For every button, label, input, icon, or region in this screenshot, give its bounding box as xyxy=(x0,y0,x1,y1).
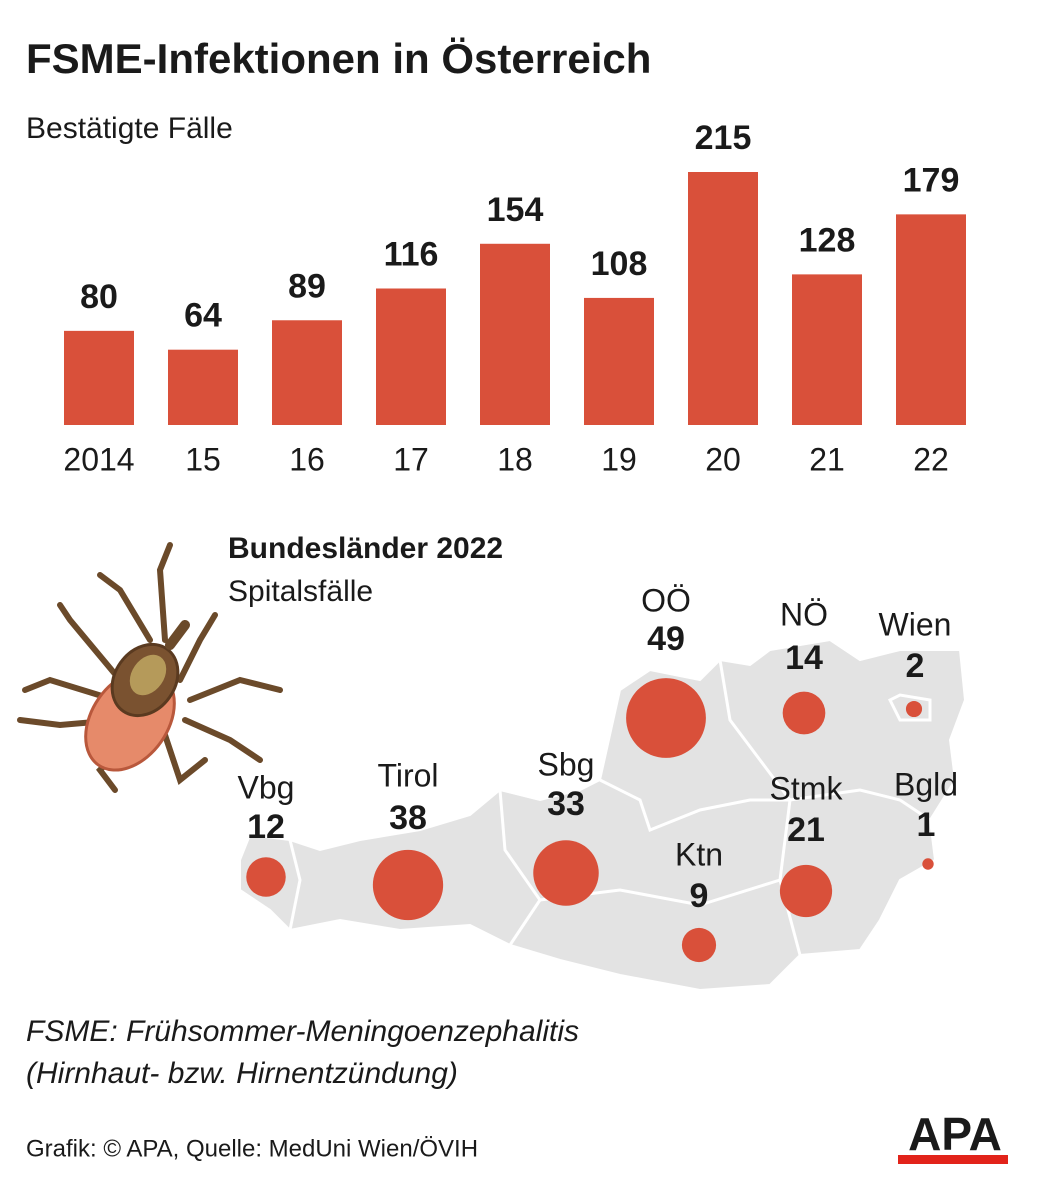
bar xyxy=(376,288,446,425)
x-tick-label: 15 xyxy=(185,441,221,477)
bar xyxy=(480,243,550,425)
austria-map xyxy=(239,638,967,992)
region-value: 9 xyxy=(690,877,709,915)
bubble xyxy=(246,857,286,897)
map-subtitle: Spitalsfälle xyxy=(228,575,373,608)
region-name: Stmk xyxy=(770,770,844,806)
bubble xyxy=(533,840,599,906)
value-label: 116 xyxy=(384,235,439,273)
region-value: 2 xyxy=(906,647,925,685)
x-tick-label: 19 xyxy=(601,441,637,477)
region-name: Sbg xyxy=(538,746,595,782)
bar xyxy=(64,330,134,425)
value-label: 154 xyxy=(487,191,544,229)
value-label: 215 xyxy=(695,119,752,157)
value-label: 108 xyxy=(591,245,648,283)
footnote: (Hirnhaut- bzw. Hirnentzündung) xyxy=(26,1057,458,1090)
bar xyxy=(688,172,758,425)
region-name: NÖ xyxy=(780,596,828,632)
value-label: 64 xyxy=(184,297,222,335)
map-title: Bundesländer 2022 xyxy=(228,532,503,565)
x-tick-label: 20 xyxy=(705,441,741,477)
value-label: 179 xyxy=(903,161,960,199)
region-value: 12 xyxy=(247,808,285,846)
region-name: Tirol xyxy=(377,757,438,793)
region-name: Vbg xyxy=(238,769,295,805)
bubble xyxy=(779,864,833,918)
region-value: 49 xyxy=(647,620,685,658)
x-tick-label: 22 xyxy=(913,441,949,477)
value-label: 89 xyxy=(288,267,326,305)
chart-title: FSME-Infektionen in Österreich xyxy=(26,35,651,82)
chart-subtitle: Bestätigte Fälle xyxy=(26,112,233,145)
source: Grafik: © APA, Quelle: MedUni Wien/ÖVIH xyxy=(26,1135,478,1162)
bubble xyxy=(905,700,923,718)
bar xyxy=(272,320,342,425)
region-value: 14 xyxy=(785,639,823,677)
region-value: 38 xyxy=(389,799,427,837)
bubble xyxy=(782,691,826,735)
bar xyxy=(896,214,966,425)
logo-stripe xyxy=(898,1155,1008,1164)
x-tick-label: 21 xyxy=(809,441,845,477)
region-name: OÖ xyxy=(641,582,691,618)
tick-illustration xyxy=(17,542,283,793)
value-label: 80 xyxy=(80,278,118,316)
bubble xyxy=(626,678,706,758)
region-value: 21 xyxy=(787,811,825,849)
region-name: Bgld xyxy=(894,766,958,802)
region-name: Wien xyxy=(879,606,952,642)
value-label: 128 xyxy=(799,221,856,259)
region-value: 1 xyxy=(917,806,936,844)
x-tick-label: 16 xyxy=(289,441,325,477)
bar xyxy=(584,297,654,425)
logo: APA xyxy=(908,1108,1002,1160)
bar xyxy=(168,349,238,425)
bar xyxy=(792,274,862,425)
x-tick-label: 17 xyxy=(393,441,429,477)
region-name: Ktn xyxy=(675,836,723,872)
bubble xyxy=(681,927,717,963)
region-value: 33 xyxy=(547,785,585,823)
bubble xyxy=(922,858,934,870)
bubble xyxy=(372,849,444,921)
footnote: FSME: Frühsommer-Meningoenzephalitis xyxy=(26,1015,579,1048)
x-tick-label: 18 xyxy=(497,441,533,477)
x-tick-label: 2014 xyxy=(63,441,134,477)
